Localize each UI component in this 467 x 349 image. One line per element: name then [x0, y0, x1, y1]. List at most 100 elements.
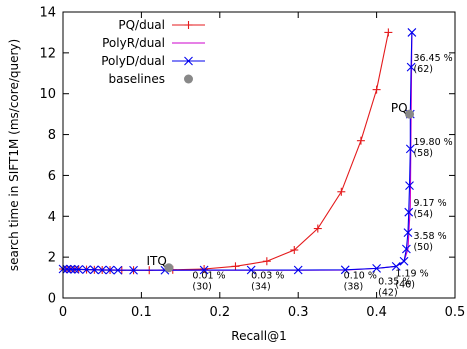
data-point	[372, 263, 381, 273]
data-point	[372, 85, 381, 94]
data-point	[407, 28, 417, 37]
annotation: 9.17 %(54)	[413, 198, 446, 220]
data-point	[74, 265, 84, 274]
x-tick-label: 0	[59, 305, 67, 320]
y-tick-label: 8	[48, 128, 56, 143]
annotation-count: (46)	[395, 280, 415, 291]
annotation: 36.45 %(62)	[413, 53, 452, 75]
legend-swatch	[184, 74, 193, 84]
plot-frame	[62, 11, 456, 299]
data-point	[200, 264, 209, 273]
data-point	[337, 187, 346, 196]
legend: PQ/dual PolyR/dual PolyD/dual baselines	[101, 18, 205, 86]
annotation: 19.80 %(58)	[413, 137, 452, 159]
annotation-count: (42)	[378, 288, 398, 299]
data-point	[82, 265, 91, 274]
legend-entry: PQ/dual	[118, 18, 205, 32]
data-point	[66, 264, 76, 274]
y-tick-label: 12	[39, 46, 56, 61]
data-point	[70, 265, 80, 274]
annotation-count: (62)	[413, 64, 433, 75]
annotation: 0.01 %(30)	[192, 271, 225, 293]
baseline-point	[164, 263, 174, 273]
data-point	[313, 224, 322, 233]
annotation: 0.10 %(38)	[344, 271, 377, 293]
data-point	[199, 265, 209, 275]
series-line-1	[62, 32, 413, 271]
annotation-percent: 19.80 %	[413, 137, 452, 148]
data-point	[89, 265, 99, 275]
annotation: 0.03 %(34)	[251, 271, 284, 293]
annotation-count: (30)	[192, 282, 212, 293]
annotation-count: (50)	[413, 242, 433, 253]
baseline-label: PQ	[391, 101, 408, 115]
x-tick-label: 0.1	[131, 305, 152, 320]
annotation-count: (54)	[413, 209, 433, 220]
data-point	[97, 265, 107, 275]
data-point	[404, 207, 414, 217]
annotation: 0.35 %(42)	[378, 277, 411, 299]
annotation: 1.19 %(46)	[395, 269, 428, 291]
x-tick-label: 0.4	[366, 305, 387, 320]
legend-marker	[184, 56, 193, 66]
plot-area: ITQ PQ	[58, 28, 417, 275]
baseline-label: ITQ	[147, 254, 167, 268]
y-tick-label: 0	[48, 292, 56, 307]
data-point	[105, 265, 115, 275]
data-point	[384, 28, 393, 37]
legend-entry: baselines	[108, 72, 193, 86]
series-line-0	[62, 32, 389, 271]
data-point	[62, 264, 72, 274]
legend-entry: PolyD/dual	[101, 54, 205, 68]
annotation-percent: 1.19 %	[395, 269, 428, 280]
data-point	[403, 228, 413, 238]
data-point	[391, 261, 401, 271]
legend-label: baselines	[108, 72, 165, 86]
legend-label: PolyD/dual	[101, 54, 165, 68]
data-point	[113, 265, 123, 275]
data-point	[405, 181, 414, 191]
data-point	[129, 265, 138, 275]
annotation-percent: 0.01 %	[192, 271, 225, 282]
data-point	[231, 262, 240, 271]
annotation: 3.58 %(50)	[413, 231, 446, 253]
legend-marker	[184, 21, 193, 29]
x-axis-label: Recall@1	[231, 329, 286, 343]
y-tick-label: 4	[48, 210, 56, 225]
data-point	[246, 265, 256, 275]
data-point	[406, 62, 416, 72]
annotation-percent: 3.58 %	[413, 231, 446, 242]
legend-entry: PolyR/dual	[102, 36, 205, 50]
data-point	[399, 256, 409, 266]
series-line-2	[62, 32, 413, 271]
x-tick-label: 0.3	[288, 305, 309, 320]
annotation-percent: 0.35 %	[378, 277, 411, 288]
data-point	[356, 136, 365, 145]
annotation-count: (34)	[251, 282, 271, 293]
data-point	[405, 144, 415, 154]
data-point	[290, 245, 299, 254]
x-tick-label: 0.5	[445, 305, 466, 320]
annotation-percent: 36.45 %	[413, 53, 452, 64]
y-tick-label: 2	[48, 251, 56, 266]
y-tick-label: 10	[39, 87, 56, 102]
legend-label: PolyR/dual	[102, 36, 165, 50]
data-point	[402, 244, 411, 254]
y-axis-label: search time in SIFT1M (ms/core/query)	[7, 39, 21, 271]
y-tick-label: 14	[39, 6, 56, 21]
x-tick-label: 0.2	[209, 305, 230, 320]
data-point	[293, 265, 303, 275]
annotation-count: (38)	[344, 282, 364, 293]
annotation-percent: 0.03 %	[251, 271, 284, 282]
data-point	[340, 265, 350, 275]
baseline-point	[405, 109, 415, 119]
annotations: 36.45 %(62)19.80 %(58)9.17 %(54)3.58 %(5…	[192, 53, 452, 299]
annotation-count: (58)	[413, 148, 433, 159]
annotation-percent: 9.17 %	[413, 198, 446, 209]
data-point	[262, 257, 271, 266]
y-tick-label: 6	[48, 169, 56, 184]
axes: 0 0.1 0.2 0.3 0.4 0.5 0 2 4 6 8 10 12 14 Recall@1 searc…	[7, 6, 465, 344]
annotation-percent: 0.10 %	[344, 271, 377, 282]
legend-label: PQ/dual	[118, 18, 165, 32]
